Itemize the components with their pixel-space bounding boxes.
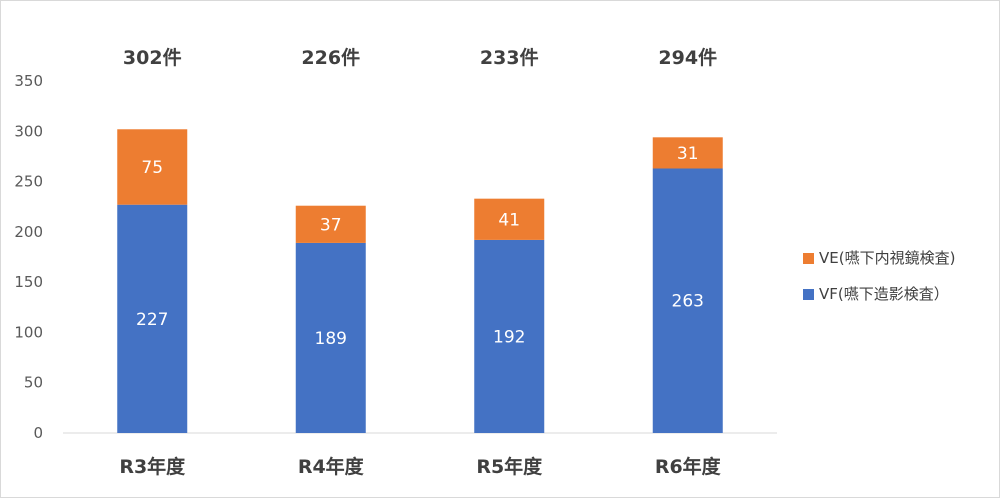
bar-value-label: 192	[493, 327, 525, 347]
x-category-label: R6年度	[655, 455, 722, 478]
bar-segment-ve	[117, 129, 188, 205]
x-category-label: R4年度	[298, 455, 365, 478]
total-label: 294件	[658, 46, 717, 69]
legend-swatch	[803, 289, 814, 300]
bar-segment-vf	[117, 204, 188, 433]
bar-value-label: 31	[677, 144, 699, 164]
legend-label: VE(嚥下内視鏡検査)	[819, 249, 955, 267]
y-tick-label: 50	[24, 374, 43, 392]
y-tick-label: 200	[14, 223, 43, 241]
total-label: 302件	[123, 46, 182, 69]
bar-value-label: 41	[498, 210, 520, 230]
y-tick-label: 250	[14, 173, 43, 191]
y-tick-label: 300	[14, 122, 43, 140]
bar-segment-ve	[652, 137, 723, 169]
bar-value-label: 227	[136, 310, 168, 330]
bar-segment-vf	[295, 242, 366, 433]
x-category-label: R3年度	[119, 455, 186, 478]
total-label: 233件	[480, 46, 539, 69]
bar-segment-vf	[652, 168, 723, 434]
bar-value-label: 75	[141, 158, 163, 178]
bar-value-label: 37	[320, 215, 342, 235]
y-tick-label: 0	[33, 424, 43, 442]
bar-value-label: 263	[672, 292, 704, 312]
y-tick-label: 100	[14, 323, 43, 341]
x-category-label: R5年度	[476, 455, 543, 478]
bar-segment-vf	[474, 239, 545, 433]
bar-segment-ve	[295, 205, 366, 243]
bar-segment-ve	[474, 198, 545, 240]
bar-value-label: 189	[315, 329, 347, 349]
legend-label: VF(嚥下造影検査）	[819, 285, 949, 303]
y-tick-label: 150	[14, 273, 43, 291]
y-tick-label: 350	[14, 72, 43, 90]
legend-swatch	[803, 253, 814, 264]
total-label: 226件	[301, 46, 360, 69]
